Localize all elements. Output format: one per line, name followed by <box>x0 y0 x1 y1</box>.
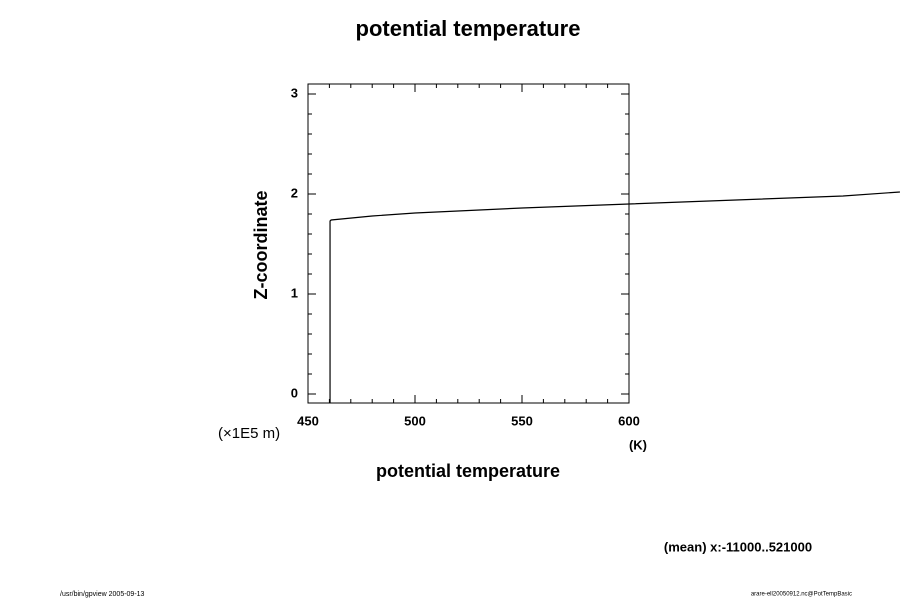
x-tick-label: 450 <box>297 413 319 428</box>
x-tick-label: 600 <box>618 413 640 428</box>
x-axis-unit: (K) <box>629 437 647 452</box>
y-axis-label: Z-coordinate <box>251 190 271 299</box>
y-axis-unit: (×1E5 m) <box>218 425 280 442</box>
footer-right: arare-ell20050912.nc@PotTempBasic <box>751 592 852 598</box>
data-line <box>329 191 900 403</box>
annotation: (mean) x:-11000..521000 <box>664 539 812 554</box>
y-tick-label: 0 <box>291 385 298 400</box>
x-tick-label: 550 <box>511 413 533 428</box>
y-tick-label: 2 <box>291 185 298 200</box>
y-tick-label: 1 <box>291 285 298 300</box>
plot-frame <box>307 83 630 404</box>
x-axis-label: potential temperature <box>376 461 560 481</box>
y-tick-label: 3 <box>291 85 298 100</box>
footer-left: /usr/bin/gpview 2005-09-13 <box>60 591 145 598</box>
chart-title: potential temperature <box>356 16 581 41</box>
x-tick-label: 500 <box>404 413 426 428</box>
